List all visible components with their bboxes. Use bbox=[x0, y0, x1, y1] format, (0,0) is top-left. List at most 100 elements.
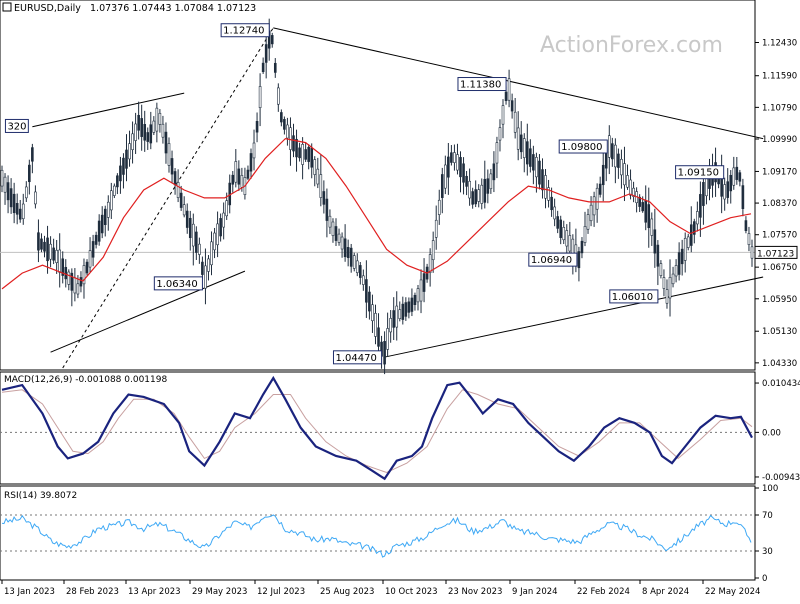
candle-body bbox=[419, 279, 423, 302]
level-label-3: 1.09150 bbox=[678, 168, 719, 179]
rsi-tick-label-0: 100 bbox=[762, 484, 778, 494]
candle-body bbox=[371, 304, 374, 322]
candle-body bbox=[316, 168, 320, 185]
candle-body bbox=[352, 255, 356, 269]
level-label-1: 1.11380 bbox=[460, 80, 501, 91]
candle-body bbox=[519, 134, 523, 153]
candle-body bbox=[389, 318, 392, 333]
candle-body bbox=[559, 219, 563, 238]
candle-body bbox=[398, 309, 402, 319]
candle-body bbox=[702, 182, 705, 206]
trendline-0 bbox=[32, 92, 185, 128]
candle-body bbox=[304, 149, 307, 160]
candle-body bbox=[507, 78, 511, 101]
candle-body bbox=[614, 144, 617, 168]
candle-body bbox=[547, 187, 550, 201]
candle-body bbox=[125, 149, 128, 169]
candle-body bbox=[607, 135, 611, 158]
candle-body bbox=[234, 161, 238, 183]
candle-body bbox=[662, 277, 666, 289]
candle-body bbox=[46, 237, 49, 262]
candle-body bbox=[103, 208, 107, 226]
candle-body bbox=[401, 303, 405, 320]
candle-body bbox=[659, 263, 663, 276]
candle-body bbox=[437, 199, 441, 215]
candle-body bbox=[407, 301, 411, 313]
macd-layer: MACD(12,26,9) -0.001088 0.001198 bbox=[0, 375, 755, 481]
candle-body bbox=[106, 201, 110, 218]
candle-body bbox=[495, 142, 499, 164]
candle-body bbox=[683, 237, 687, 261]
candle-body bbox=[431, 240, 435, 261]
candle-body bbox=[307, 146, 310, 162]
candle-body bbox=[161, 123, 165, 138]
candle-body bbox=[644, 200, 648, 223]
candle-body bbox=[167, 143, 171, 166]
date-tick-label-5: 25 Aug 2023 bbox=[320, 587, 374, 597]
candle-body bbox=[255, 121, 259, 133]
macd-panel-frame bbox=[0, 371, 756, 485]
candle-body bbox=[468, 180, 471, 199]
candle-body bbox=[55, 249, 58, 263]
candle-body bbox=[286, 124, 289, 139]
candle-body bbox=[522, 138, 526, 158]
date-tick-label-0: 13 Jan 2023 bbox=[4, 587, 55, 597]
candle-body bbox=[97, 220, 101, 242]
candle-body bbox=[198, 243, 201, 255]
candle-body bbox=[480, 184, 484, 204]
candle-body bbox=[6, 182, 10, 201]
chart-header: EURUSD,Daily 1.07376 1.07443 1.07084 1.0… bbox=[2, 2, 256, 14]
candle-body bbox=[629, 179, 632, 196]
candle-body bbox=[355, 260, 359, 273]
candle-body bbox=[207, 258, 210, 272]
level-label-6: 1.06940 bbox=[531, 255, 572, 266]
candle-body bbox=[119, 165, 122, 182]
date-tick-label-11: 22 May 2024 bbox=[705, 587, 760, 597]
candle-body bbox=[188, 217, 192, 239]
macd-tick-label-2: -0.009436 bbox=[762, 473, 800, 483]
candle-body bbox=[67, 271, 71, 285]
candle-body bbox=[21, 203, 25, 220]
candle-body bbox=[85, 261, 89, 274]
candle-body bbox=[319, 174, 323, 198]
candle-body bbox=[501, 105, 505, 125]
candle-body bbox=[568, 235, 572, 252]
candle-body bbox=[671, 273, 675, 285]
candle-body bbox=[28, 164, 31, 183]
candle-body bbox=[589, 204, 593, 222]
candle-body bbox=[34, 191, 37, 205]
level-label-box-4 bbox=[4, 118, 29, 133]
candle-body bbox=[413, 294, 417, 305]
candle-body bbox=[459, 157, 462, 178]
candle-body bbox=[729, 174, 733, 192]
current-price-tag: 1.07123 bbox=[757, 249, 794, 259]
candle-body bbox=[620, 158, 623, 176]
candle-body bbox=[195, 231, 198, 253]
candle-body bbox=[149, 124, 153, 144]
candle-body bbox=[650, 218, 654, 236]
candle-body bbox=[191, 223, 195, 247]
axis-layer: 1.12430 1.11590 1.10790 1.09990 1.09170 1.083… bbox=[1, 38, 800, 597]
date-tick-label-6: 10 Oct 2023 bbox=[385, 587, 438, 597]
candle-body bbox=[410, 297, 414, 312]
level-label-box-6 bbox=[528, 252, 578, 267]
candle-body bbox=[176, 182, 180, 198]
candle-body bbox=[465, 175, 468, 187]
collapse-icon[interactable] bbox=[2, 2, 12, 12]
candle-body bbox=[580, 240, 584, 254]
candle-body bbox=[474, 189, 477, 205]
candle-body bbox=[173, 171, 177, 186]
candle-body bbox=[88, 250, 92, 268]
candle-body bbox=[131, 133, 134, 151]
candle-body bbox=[595, 187, 599, 210]
candle-body bbox=[249, 153, 253, 172]
trendline-4 bbox=[383, 276, 764, 358]
candle-body bbox=[504, 91, 508, 102]
candle-body bbox=[377, 327, 380, 347]
current-price-tag-box bbox=[754, 245, 798, 259]
price-tick-label-7: 1.06750 bbox=[762, 263, 797, 273]
candle-body bbox=[76, 283, 80, 295]
candles bbox=[0, 18, 754, 375]
